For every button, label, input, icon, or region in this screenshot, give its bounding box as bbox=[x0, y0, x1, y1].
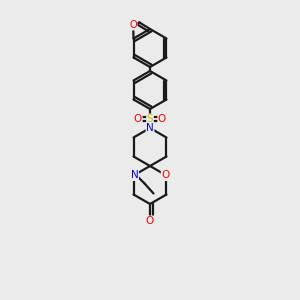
Text: N: N bbox=[146, 123, 154, 133]
Text: N: N bbox=[131, 170, 138, 181]
Text: O: O bbox=[158, 114, 166, 124]
Text: O: O bbox=[134, 114, 142, 124]
Text: O: O bbox=[146, 216, 154, 226]
Text: O: O bbox=[161, 170, 169, 181]
Text: S: S bbox=[147, 114, 153, 124]
Text: O: O bbox=[129, 20, 137, 30]
